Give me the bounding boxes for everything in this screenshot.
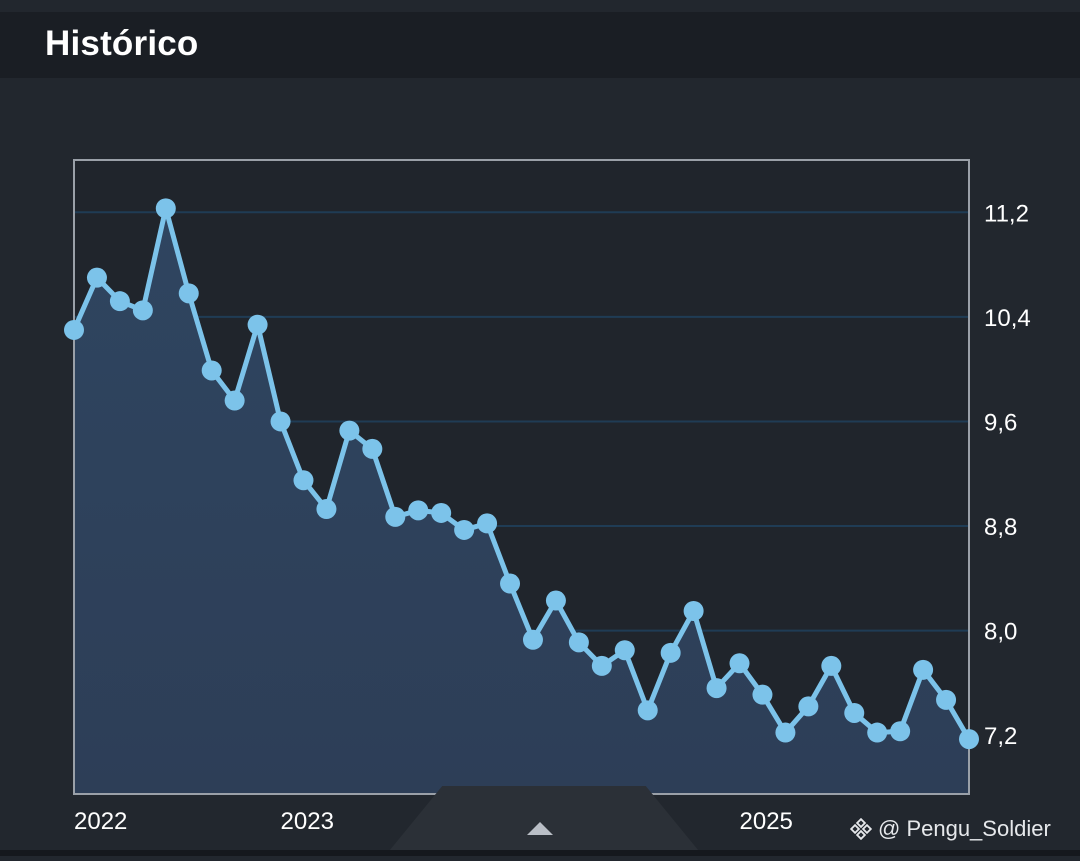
y-tick-label: 9,6	[984, 409, 1017, 436]
data-point	[339, 420, 360, 441]
data-point	[775, 722, 796, 743]
y-tick-label: 7,2	[984, 723, 1017, 750]
data-point	[591, 655, 612, 676]
data-point	[637, 700, 658, 721]
data-point	[224, 390, 245, 411]
status-strip	[0, 0, 1080, 12]
data-point	[477, 513, 498, 534]
data-point	[316, 499, 337, 520]
bottom-bar	[0, 850, 1080, 856]
data-point	[431, 502, 452, 523]
data-point	[86, 267, 107, 288]
data-point	[247, 314, 268, 335]
data-point	[201, 360, 222, 381]
watermark: @ Pengu_Soldier	[850, 816, 1051, 842]
data-point	[454, 519, 475, 540]
data-point	[155, 198, 176, 219]
section-title: Histórico	[45, 24, 199, 63]
data-point	[545, 590, 566, 611]
watermark-text: @ Pengu_Soldier	[878, 816, 1051, 841]
data-point	[362, 438, 383, 459]
data-point	[660, 642, 681, 663]
data-point	[683, 600, 704, 621]
data-point	[729, 653, 750, 674]
data-point	[293, 470, 314, 491]
data-point	[132, 300, 153, 321]
data-point	[500, 573, 521, 594]
data-point	[821, 655, 842, 676]
x-tick-label: 2023	[281, 808, 334, 835]
data-point	[568, 632, 589, 653]
data-point	[890, 721, 911, 742]
y-tick-label: 10,4	[984, 305, 1031, 332]
y-tick-label: 11,2	[984, 200, 1029, 227]
y-tick-label: 8,8	[984, 514, 1017, 541]
binance-logo-icon	[850, 818, 872, 840]
data-point	[522, 629, 543, 650]
data-point	[913, 659, 934, 680]
history-chart[interactable]: 11,2 10,4 9,6 8,8 8,0 7,2 2022 2023 2025	[0, 78, 1080, 856]
data-point	[270, 411, 291, 432]
data-point	[752, 684, 773, 705]
data-point	[408, 500, 429, 521]
data-point	[109, 291, 130, 312]
section-header: Histórico	[0, 12, 1080, 78]
data-point	[867, 722, 888, 743]
chevron-up-icon[interactable]	[527, 822, 553, 835]
data-point	[798, 696, 819, 717]
x-tick-label: 2022	[74, 808, 127, 835]
x-tick-label: 2025	[740, 808, 793, 835]
data-point	[706, 678, 727, 699]
y-tick-label: 8,0	[984, 619, 1017, 646]
series-line	[71, 205, 972, 741]
data-point	[178, 283, 199, 304]
series-area	[74, 208, 969, 794]
chart-svg: 11,2 10,4 9,6 8,8 8,0 7,2 2022 2023 2025	[64, 159, 1031, 835]
data-point	[959, 729, 979, 750]
data-point	[936, 689, 957, 710]
data-point	[64, 319, 84, 340]
data-point	[385, 506, 406, 527]
expand-tab[interactable]	[385, 786, 703, 856]
data-point	[844, 702, 865, 723]
data-point	[614, 640, 635, 661]
